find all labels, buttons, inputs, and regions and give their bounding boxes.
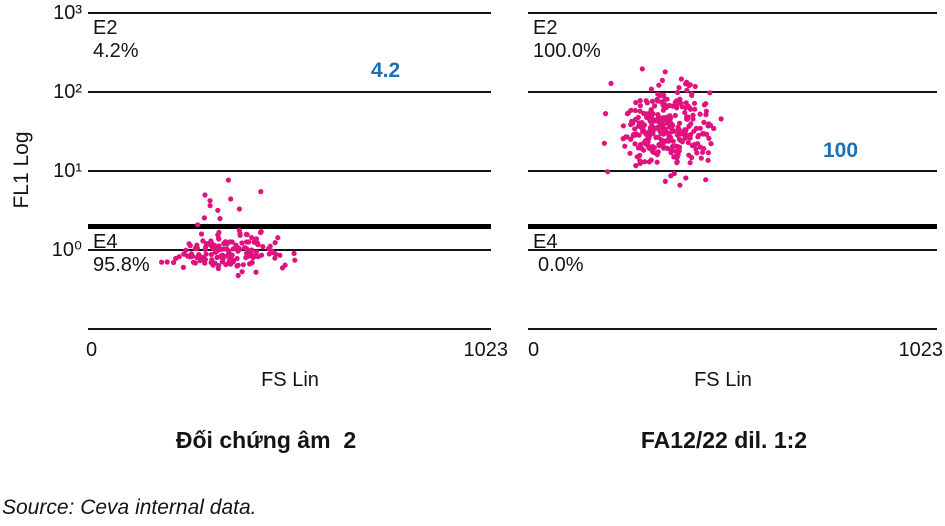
plot-area-sample: E2 100.0% E4 0.0% 100 bbox=[528, 0, 937, 345]
gate-e4-percent: 95.8% bbox=[93, 254, 150, 276]
x-tick-max: 1023 bbox=[898, 339, 944, 361]
gate-threshold-line bbox=[528, 224, 937, 229]
source-note: Source: Ceva internal data. bbox=[2, 496, 257, 519]
gate-stat-callout: 4.2 bbox=[371, 59, 401, 82]
x-axis-label: FS Lin bbox=[261, 369, 319, 391]
gridline-1e2 bbox=[528, 91, 937, 93]
gridline-1e0 bbox=[528, 249, 937, 251]
gridline-1e0 bbox=[88, 249, 491, 251]
x-axis-label: FS Lin bbox=[694, 369, 752, 391]
x-tick-min: 0 bbox=[528, 339, 540, 361]
gate-e4-label: E4 bbox=[533, 231, 558, 253]
gate-stat-callout: 100 bbox=[823, 139, 859, 162]
gridline-1e3 bbox=[88, 12, 491, 14]
gridline-1e1 bbox=[88, 170, 491, 172]
gate-e2-label: E2 bbox=[533, 17, 558, 39]
gate-threshold-line bbox=[88, 224, 491, 229]
plot-title-negative-control: Đối chứng âm 2 bbox=[175, 427, 357, 453]
plot-title-sample: FA12/22 dil. 1:2 bbox=[640, 427, 808, 453]
scatter-dots-negative-control bbox=[159, 177, 298, 279]
gridline-1e1 bbox=[528, 170, 937, 172]
y-axis-label: FL1 Log bbox=[10, 131, 33, 209]
gate-e2-label: E2 bbox=[93, 17, 118, 39]
x-axis-line bbox=[88, 328, 491, 330]
gate-e4-label: E4 bbox=[93, 231, 118, 253]
gate-e2-percent: 100.0% bbox=[533, 40, 601, 62]
y-tick-10: 10¹ bbox=[53, 160, 82, 182]
scatter-dots-sample bbox=[601, 66, 724, 188]
gate-e4-percent: 0.0% bbox=[538, 254, 584, 276]
gate-e2-percent: 4.2% bbox=[93, 40, 139, 62]
y-tick-1: 10⁰ bbox=[51, 239, 82, 261]
x-tick-max: 1023 bbox=[463, 339, 509, 361]
gridline-1e3 bbox=[528, 12, 937, 14]
plot-area-negative-control: E2 4.2% E4 95.8% 4.2 bbox=[88, 0, 491, 345]
y-tick-1000: 10³ bbox=[53, 2, 82, 24]
y-tick-100: 10² bbox=[53, 81, 82, 103]
x-tick-min: 0 bbox=[86, 339, 98, 361]
x-axis-line bbox=[528, 328, 937, 330]
gridline-1e2 bbox=[88, 91, 491, 93]
